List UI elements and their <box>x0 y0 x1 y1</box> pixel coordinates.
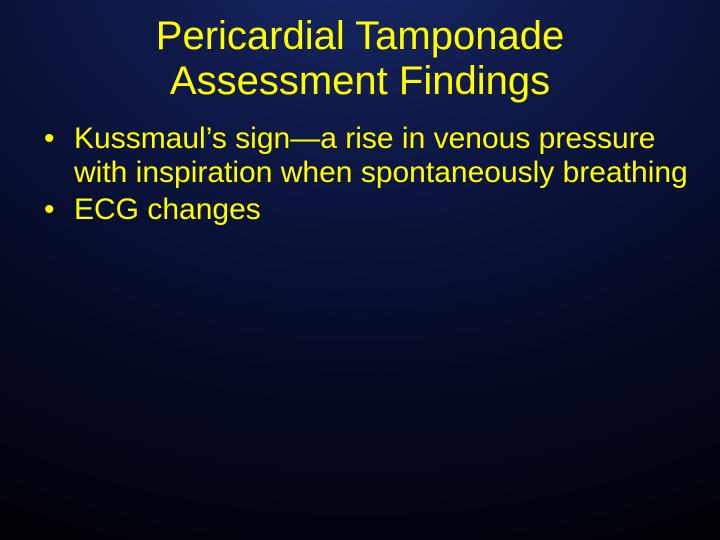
slide: Pericardial Tamponade Assessment Finding… <box>0 0 720 540</box>
list-item: ECG changes <box>30 193 690 228</box>
slide-title: Pericardial Tamponade Assessment Finding… <box>0 0 720 104</box>
bullet-text: ECG changes <box>74 193 261 226</box>
list-item: Kussmaul’s sign—a rise in venous pressur… <box>30 122 690 191</box>
slide-body: Kussmaul’s sign—a rise in venous pressur… <box>0 104 720 228</box>
bullet-text: Kussmaul’s sign—a rise in venous pressur… <box>74 122 688 190</box>
bullet-list: Kussmaul’s sign—a rise in venous pressur… <box>30 122 690 228</box>
title-line-1: Pericardial Tamponade <box>156 14 564 58</box>
title-line-2: Assessment Findings <box>170 59 550 103</box>
